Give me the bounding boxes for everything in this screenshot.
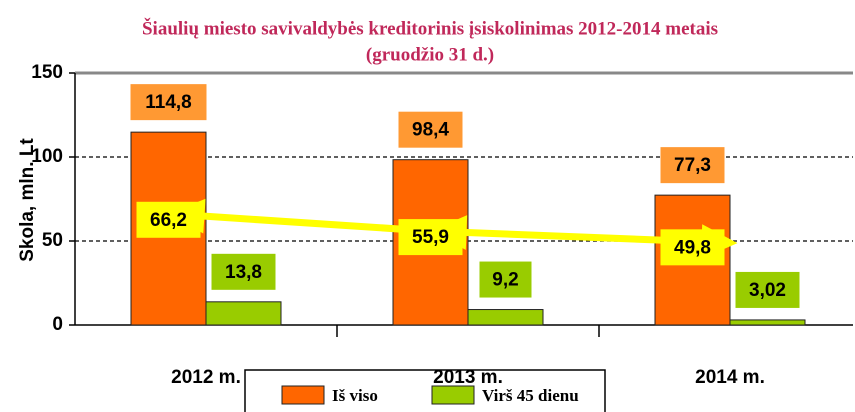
- value-label-box: [660, 229, 725, 266]
- y-tick-label: 50: [42, 230, 63, 251]
- value-label: 66,2: [150, 210, 187, 231]
- value-label: 13,8: [225, 262, 262, 283]
- value-label-box: [130, 84, 207, 121]
- chart-title: Šiaulių miesto savivaldybės kreditorinis…: [142, 17, 718, 39]
- value-label: 98,4: [412, 120, 449, 141]
- value-label: 49,8: [674, 237, 711, 258]
- x-tick-label: 2013 m.: [433, 367, 503, 388]
- value-label-box: [735, 271, 800, 308]
- value-label-box: [398, 111, 463, 148]
- value-label-box: [398, 219, 463, 256]
- value-label-box: [136, 201, 201, 238]
- bar: [729, 319, 806, 326]
- legend-text: Iš viso: [332, 386, 378, 405]
- value-label: 9,2: [492, 270, 518, 291]
- y-axis-label: Skola, mln. Lt: [17, 138, 38, 262]
- x-tick-label: 2014 m.: [695, 367, 765, 388]
- value-label-box: [211, 253, 276, 290]
- y-tick-label: 150: [31, 62, 63, 83]
- value-label: 114,8: [145, 92, 192, 113]
- value-label-box: [660, 147, 725, 184]
- legend-text: Virš 45 dienu: [482, 386, 579, 405]
- value-label: 55,9: [412, 227, 449, 248]
- legend-swatch: [431, 385, 475, 405]
- y-tick-label: 0: [52, 314, 63, 335]
- value-label: 77,3: [674, 155, 711, 176]
- legend-swatch: [281, 385, 325, 405]
- value-label: 3,02: [749, 280, 786, 301]
- bar: [467, 309, 544, 326]
- chart-subtitle: (gruodžio 31 d.): [366, 44, 494, 65]
- y-tick-label: 100: [31, 146, 63, 167]
- bar: [205, 301, 282, 326]
- x-tick-label: 2012 m.: [171, 367, 241, 388]
- value-label-box: [479, 261, 532, 298]
